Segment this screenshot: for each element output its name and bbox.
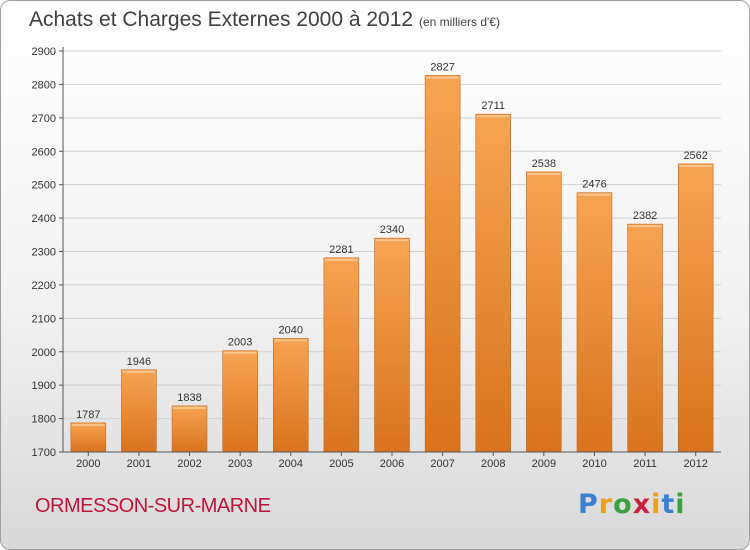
- x-tick-label-2010: 2010: [582, 458, 606, 470]
- logo-letter: t: [661, 489, 676, 520]
- y-tick-label: 1800: [32, 414, 56, 426]
- bar-2004: [273, 338, 309, 453]
- bar-highlight: [324, 258, 358, 261]
- bar-highlight: [274, 339, 308, 342]
- bar-highlight: [476, 115, 510, 118]
- bar-2002: [171, 405, 208, 453]
- bar-highlight: [375, 239, 409, 242]
- data-label-2007: 2827: [430, 61, 454, 73]
- bar-highlight: [527, 172, 561, 175]
- data-label-2010: 2476: [582, 179, 606, 191]
- y-tick-label: 2300: [32, 247, 56, 259]
- y-tick-label: 2000: [32, 347, 56, 359]
- x-tick-label-2007: 2007: [430, 458, 454, 470]
- data-label-2005: 2281: [329, 244, 353, 256]
- bar-2008: [475, 113, 511, 453]
- bar-2000: [70, 422, 107, 453]
- bar-2003: [222, 350, 258, 453]
- bar-2012: [677, 163, 714, 453]
- bar-highlight: [122, 370, 156, 373]
- y-tick-label: 2600: [32, 146, 56, 158]
- bar-2011: [627, 223, 663, 453]
- y-tick-label: 2100: [32, 313, 56, 325]
- logo-letter: o: [613, 489, 633, 520]
- chart-title: Achats et Charges Externes 2000 à 2012: [29, 8, 414, 31]
- bar-highlight: [426, 76, 460, 79]
- logo-letter: x: [632, 489, 652, 520]
- x-tick-label-2006: 2006: [380, 458, 404, 470]
- data-label-2008: 2711: [481, 100, 505, 112]
- x-tick-label-2003: 2003: [228, 458, 252, 470]
- bar-2007: [424, 75, 461, 453]
- bar-2006: [374, 237, 410, 453]
- bar-highlight: [577, 193, 611, 196]
- data-label-2004: 2040: [279, 324, 303, 336]
- logo-letter: P: [578, 489, 599, 520]
- commune-name: ORMESSON-SUR-MARNE: [35, 495, 271, 517]
- logo-letter: i: [675, 489, 686, 520]
- bar-2009: [526, 171, 562, 453]
- data-label-2006: 2340: [380, 224, 404, 236]
- data-label-2012: 2562: [683, 150, 707, 162]
- bar-2001: [121, 369, 157, 453]
- data-label-2000: 1787: [76, 409, 100, 421]
- x-tick-label-2009: 2009: [532, 458, 556, 470]
- y-tick-label: 1700: [32, 447, 56, 459]
- proxiti-logo: Proxiti: [578, 489, 686, 520]
- y-tick-label: 2900: [32, 46, 56, 58]
- chart-unit-note: (en milliers d'€): [419, 15, 500, 29]
- logo-letter: r: [598, 489, 614, 520]
- x-tick-label-2011: 2011: [633, 458, 657, 470]
- y-tick-label: 2400: [32, 213, 56, 225]
- y-tick-label: 2800: [32, 79, 56, 91]
- data-label-2002: 1838: [177, 392, 201, 404]
- logo-letter: i: [651, 489, 662, 520]
- y-tick-label: 2200: [32, 280, 56, 292]
- x-tick-label-2001: 2001: [127, 458, 151, 470]
- bar-highlight: [628, 225, 662, 228]
- x-tick-label-2005: 2005: [329, 458, 353, 470]
- bar-highlight: [679, 164, 713, 167]
- x-tick-label-2002: 2002: [177, 458, 201, 470]
- bar-highlight: [173, 406, 207, 409]
- data-label-2011: 2382: [633, 210, 657, 222]
- x-tick-label-2004: 2004: [279, 458, 303, 470]
- bar-highlight: [223, 351, 257, 354]
- x-tick-label-2008: 2008: [481, 458, 505, 470]
- bar-2005: [323, 257, 360, 453]
- data-label-2009: 2538: [532, 158, 556, 170]
- y-tick-label: 2700: [32, 113, 56, 125]
- y-tick-label: 2500: [32, 180, 56, 192]
- bar-2010: [576, 192, 613, 453]
- x-tick-label-2000: 2000: [76, 458, 100, 470]
- x-tick-label-2012: 2012: [683, 458, 707, 470]
- data-label-2001: 1946: [127, 356, 151, 368]
- data-label-2003: 2003: [228, 337, 252, 349]
- y-tick-label: 1900: [32, 380, 56, 392]
- bar-highlight: [71, 423, 105, 426]
